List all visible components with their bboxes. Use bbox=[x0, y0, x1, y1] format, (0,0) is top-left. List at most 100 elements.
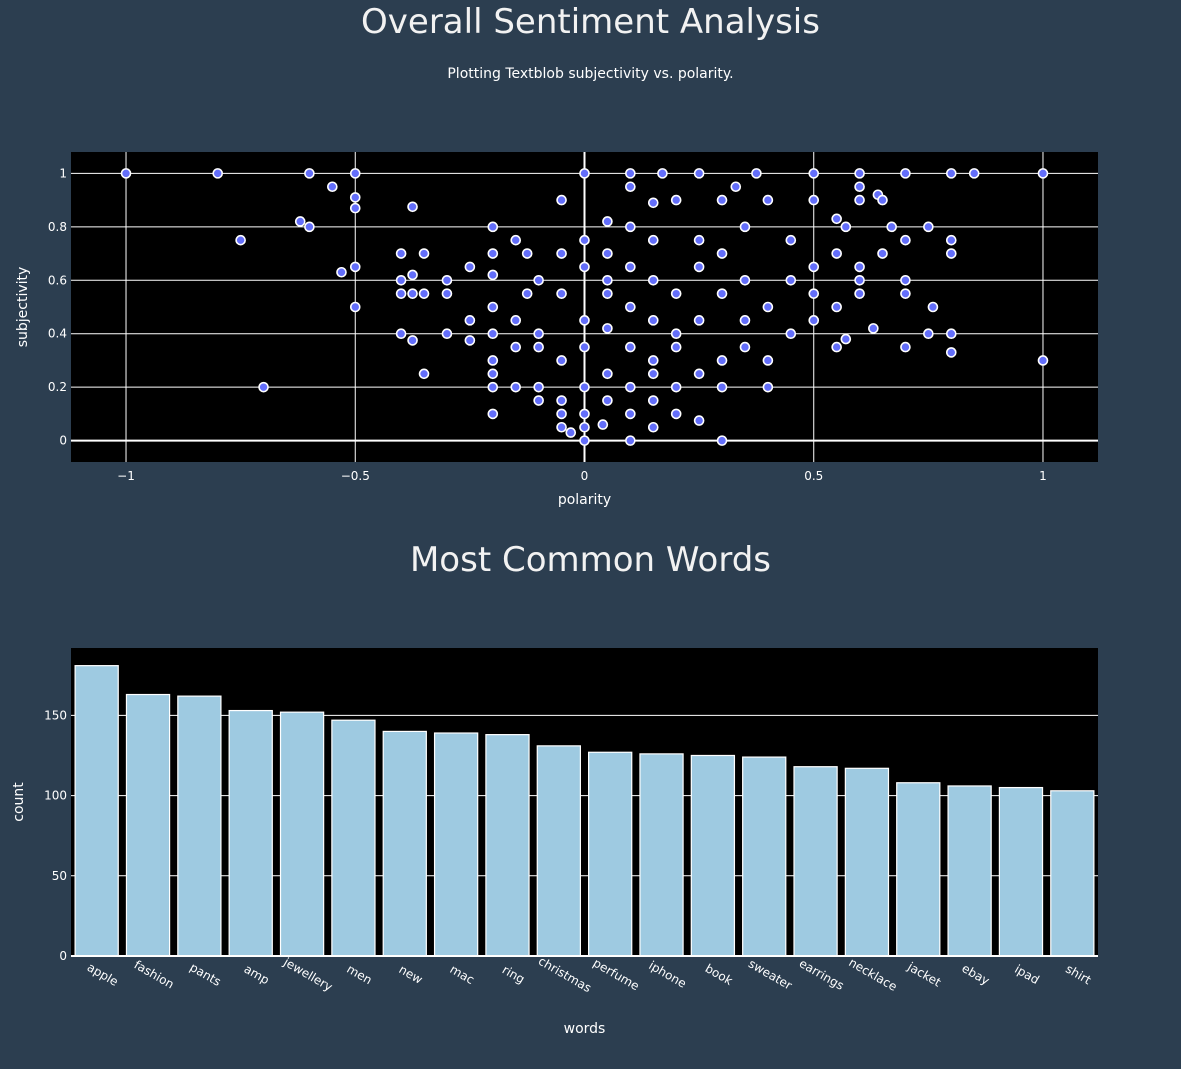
scatter-point bbox=[808, 315, 820, 326]
x-tick-label: sweater bbox=[746, 957, 794, 993]
scatter-point bbox=[602, 288, 613, 299]
scatter-point bbox=[854, 181, 865, 193]
scatter-point bbox=[418, 288, 430, 299]
scatter-point bbox=[602, 248, 613, 259]
scatter-point bbox=[1037, 355, 1049, 366]
scatter-point bbox=[294, 216, 306, 227]
scatter-point bbox=[464, 315, 476, 326]
scatter-point bbox=[854, 288, 865, 299]
scatter-point bbox=[407, 288, 418, 299]
scatter-point bbox=[900, 288, 911, 299]
scatter-point bbox=[533, 328, 544, 340]
scatter-point bbox=[349, 168, 361, 179]
scatter-point bbox=[441, 328, 453, 340]
scatter-point bbox=[349, 192, 361, 203]
scatter-point bbox=[602, 323, 613, 334]
scatter-point bbox=[647, 197, 659, 209]
x-tick-label: earrings bbox=[797, 956, 847, 993]
scatter-point bbox=[647, 368, 659, 380]
scatter-point bbox=[693, 168, 705, 179]
scatter-point bbox=[647, 421, 659, 433]
bar bbox=[331, 719, 376, 957]
x-tick-label: 0 bbox=[581, 469, 589, 483]
scatter-point bbox=[840, 333, 852, 345]
scatter-point bbox=[625, 221, 636, 233]
scatter-point bbox=[831, 213, 842, 225]
bar bbox=[998, 786, 1044, 957]
scatter-point bbox=[625, 341, 636, 353]
x-tick-label: 0.5 bbox=[804, 469, 823, 483]
scatter-point bbox=[235, 234, 246, 246]
y-axis-title: subjectivity bbox=[15, 267, 31, 348]
scatter-point bbox=[579, 168, 590, 179]
scatter-point bbox=[900, 168, 911, 179]
x-tick-label: ipad bbox=[1012, 962, 1041, 987]
scatter-point bbox=[868, 323, 879, 334]
scatter-point bbox=[647, 234, 659, 246]
scatter-point bbox=[521, 248, 533, 259]
scatter-point bbox=[579, 435, 590, 446]
bar bbox=[639, 753, 684, 957]
scatter-point bbox=[625, 261, 636, 273]
x-tick-label: perfume bbox=[591, 956, 642, 994]
common-words-bar-chart: 0 50 100 150 apple fashion pants amp jewellery me… bbox=[11, 648, 1098, 1037]
scatter-point bbox=[945, 347, 957, 358]
scatter-point bbox=[785, 274, 797, 286]
scatter-point bbox=[945, 248, 957, 259]
bar bbox=[279, 711, 325, 957]
x-tick-label: ebay bbox=[959, 961, 992, 988]
scatter-point bbox=[487, 248, 499, 259]
scatter-point bbox=[808, 261, 820, 273]
y-tick-label: 150 bbox=[44, 708, 67, 722]
scatter-point bbox=[716, 355, 728, 366]
x-tick-label: 1 bbox=[1039, 469, 1047, 483]
scatter-point bbox=[533, 341, 544, 353]
scatter-point bbox=[336, 266, 347, 278]
scatter-point bbox=[808, 168, 820, 179]
scatter-point bbox=[304, 168, 315, 179]
scatter-point bbox=[854, 274, 865, 286]
scatter-point bbox=[487, 381, 499, 393]
scatter-point bbox=[625, 408, 636, 420]
x-tick-label: mac bbox=[448, 962, 477, 987]
scatter-point bbox=[565, 427, 577, 438]
y-tick-label: 50 bbox=[52, 869, 67, 883]
scatter-point bbox=[120, 168, 132, 179]
scatter-point bbox=[670, 408, 682, 420]
scatter-point bbox=[579, 408, 590, 420]
x-tick-label: christmas bbox=[536, 954, 594, 995]
scatter-point bbox=[923, 221, 934, 233]
bar bbox=[742, 756, 787, 957]
bar bbox=[793, 766, 838, 957]
scatter-point bbox=[556, 408, 567, 420]
x-axis-title: polarity bbox=[558, 492, 611, 508]
scatter-point bbox=[739, 221, 751, 233]
scatter-point bbox=[510, 341, 522, 353]
scatter-point bbox=[625, 301, 636, 313]
bar bbox=[947, 785, 992, 957]
scatter-point bbox=[349, 261, 361, 273]
scatter-point bbox=[647, 315, 659, 326]
bar bbox=[588, 751, 633, 957]
scatter-point bbox=[670, 328, 682, 340]
bar bbox=[177, 695, 222, 957]
scatter-point bbox=[487, 301, 499, 313]
scatter-point bbox=[831, 248, 842, 259]
scatter-point bbox=[927, 301, 939, 313]
scatter-point bbox=[900, 341, 911, 353]
scatter-point bbox=[693, 315, 705, 326]
x-tick-label: fashion bbox=[132, 958, 177, 992]
bar bbox=[433, 732, 479, 957]
scatter-point bbox=[785, 328, 797, 340]
x-tick-label: pants bbox=[187, 960, 223, 989]
scatter-point bbox=[693, 261, 705, 273]
x-tick-label: men bbox=[344, 962, 374, 987]
x-tick-label: ring bbox=[500, 963, 527, 987]
x-tick-label: shirt bbox=[1063, 962, 1093, 988]
scatter-point bbox=[785, 234, 797, 246]
scatter-point bbox=[487, 328, 499, 340]
scatter-point bbox=[647, 274, 659, 286]
scatter-point bbox=[602, 216, 613, 227]
x-tick-label: necklace bbox=[846, 955, 899, 994]
x-tick-label: apple bbox=[85, 960, 121, 989]
